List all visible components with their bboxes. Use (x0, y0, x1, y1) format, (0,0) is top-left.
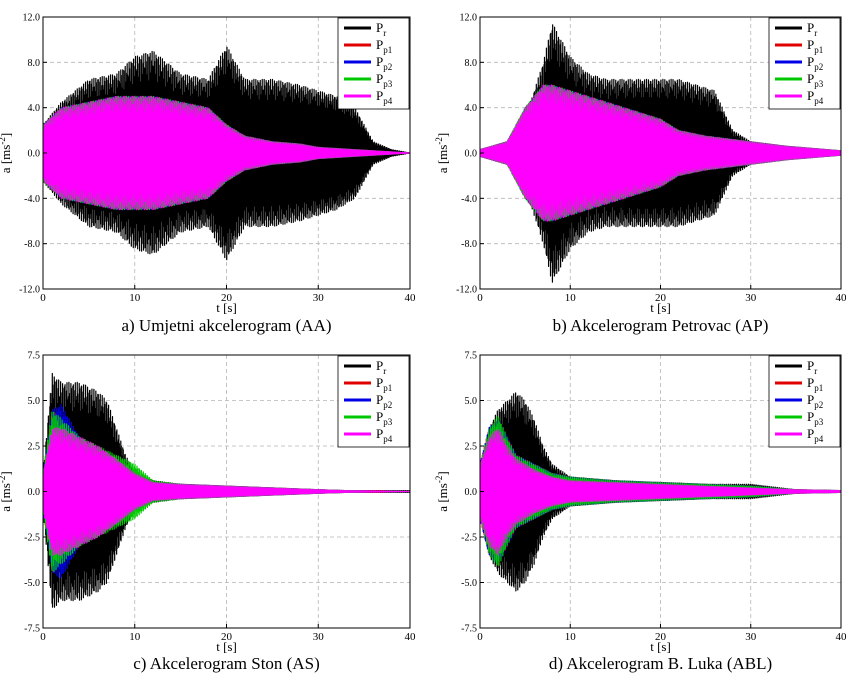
x-tick-label: 30 (313, 292, 325, 304)
y-axis-label: a [ms-2] (434, 471, 450, 511)
y-tick-label: -8.0 (461, 239, 477, 250)
x-tick-label: 10 (129, 631, 141, 643)
y-tick-label: 0.0 (465, 149, 478, 160)
panel-d-caption: d) Akcelerogram B. Luka (ABL) (480, 654, 841, 674)
x-tick-label: 0 (40, 292, 46, 304)
y-tick-label: -2.5 (461, 533, 477, 544)
x-tick-label: 0 (477, 631, 483, 643)
x-axis-label: t [s] (216, 639, 237, 654)
y-tick-label: 8.0 (465, 58, 478, 69)
y-tick-label: 5.0 (28, 396, 41, 407)
x-axis-label: t [s] (650, 639, 671, 654)
x-tick-label: 0 (40, 631, 46, 643)
y-tick-label: -4.0 (24, 194, 40, 205)
x-tick-label: 30 (745, 292, 757, 304)
y-tick-label: 5.0 (465, 396, 478, 407)
y-tick-label: -7.5 (24, 624, 40, 635)
y-tick-label: -4.0 (461, 194, 477, 205)
panel-c-caption: c) Akcelerogram Ston (AS) (43, 654, 410, 674)
y-tick-label: -5.0 (461, 578, 477, 589)
panel-b-caption: b) Akcelerogram Petrovac (AP) (480, 316, 841, 336)
x-tick-label: 30 (745, 631, 757, 643)
y-tick-label: 4.0 (465, 103, 478, 114)
x-tick-label: 40 (836, 292, 846, 304)
y-tick-label: 2.5 (28, 442, 41, 453)
y-tick-label: -12.0 (456, 285, 477, 296)
x-tick-label: 10 (565, 292, 577, 304)
y-tick-label: 0.0 (28, 149, 41, 160)
y-tick-label: -7.5 (461, 624, 477, 635)
x-tick-label: 40 (405, 292, 417, 304)
x-tick-label: 0 (477, 292, 483, 304)
y-tick-label: 4.0 (28, 103, 41, 114)
x-tick-label: 40 (405, 631, 417, 643)
y-tick-label: -2.5 (24, 533, 40, 544)
x-tick-label: 10 (565, 631, 577, 643)
x-tick-label: 40 (836, 631, 846, 643)
y-tick-label: 8.0 (28, 58, 41, 69)
y-tick-label: 2.5 (465, 442, 478, 453)
x-tick-label: 10 (129, 292, 141, 304)
y-axis-label: a [ms-2] (0, 133, 13, 173)
y-tick-label: 7.5 (465, 351, 478, 362)
x-axis-label: t [s] (216, 300, 237, 315)
y-tick-label: 12.0 (23, 13, 41, 24)
y-tick-label: 7.5 (28, 351, 41, 362)
y-tick-label: -5.0 (24, 578, 40, 589)
x-axis-label: t [s] (650, 300, 671, 315)
y-tick-label: 0.0 (28, 487, 41, 498)
y-tick-label: -8.0 (24, 239, 40, 250)
y-tick-label: 12.0 (460, 13, 478, 24)
panel-a-caption: a) Umjetni akcelerogram (AA) (43, 316, 410, 336)
x-tick-label: 30 (313, 631, 325, 643)
y-axis-label: a [ms-2] (0, 471, 13, 511)
y-tick-label: 0.0 (465, 487, 478, 498)
y-tick-label: -12.0 (19, 285, 40, 296)
y-axis-label: a [ms-2] (434, 133, 450, 173)
